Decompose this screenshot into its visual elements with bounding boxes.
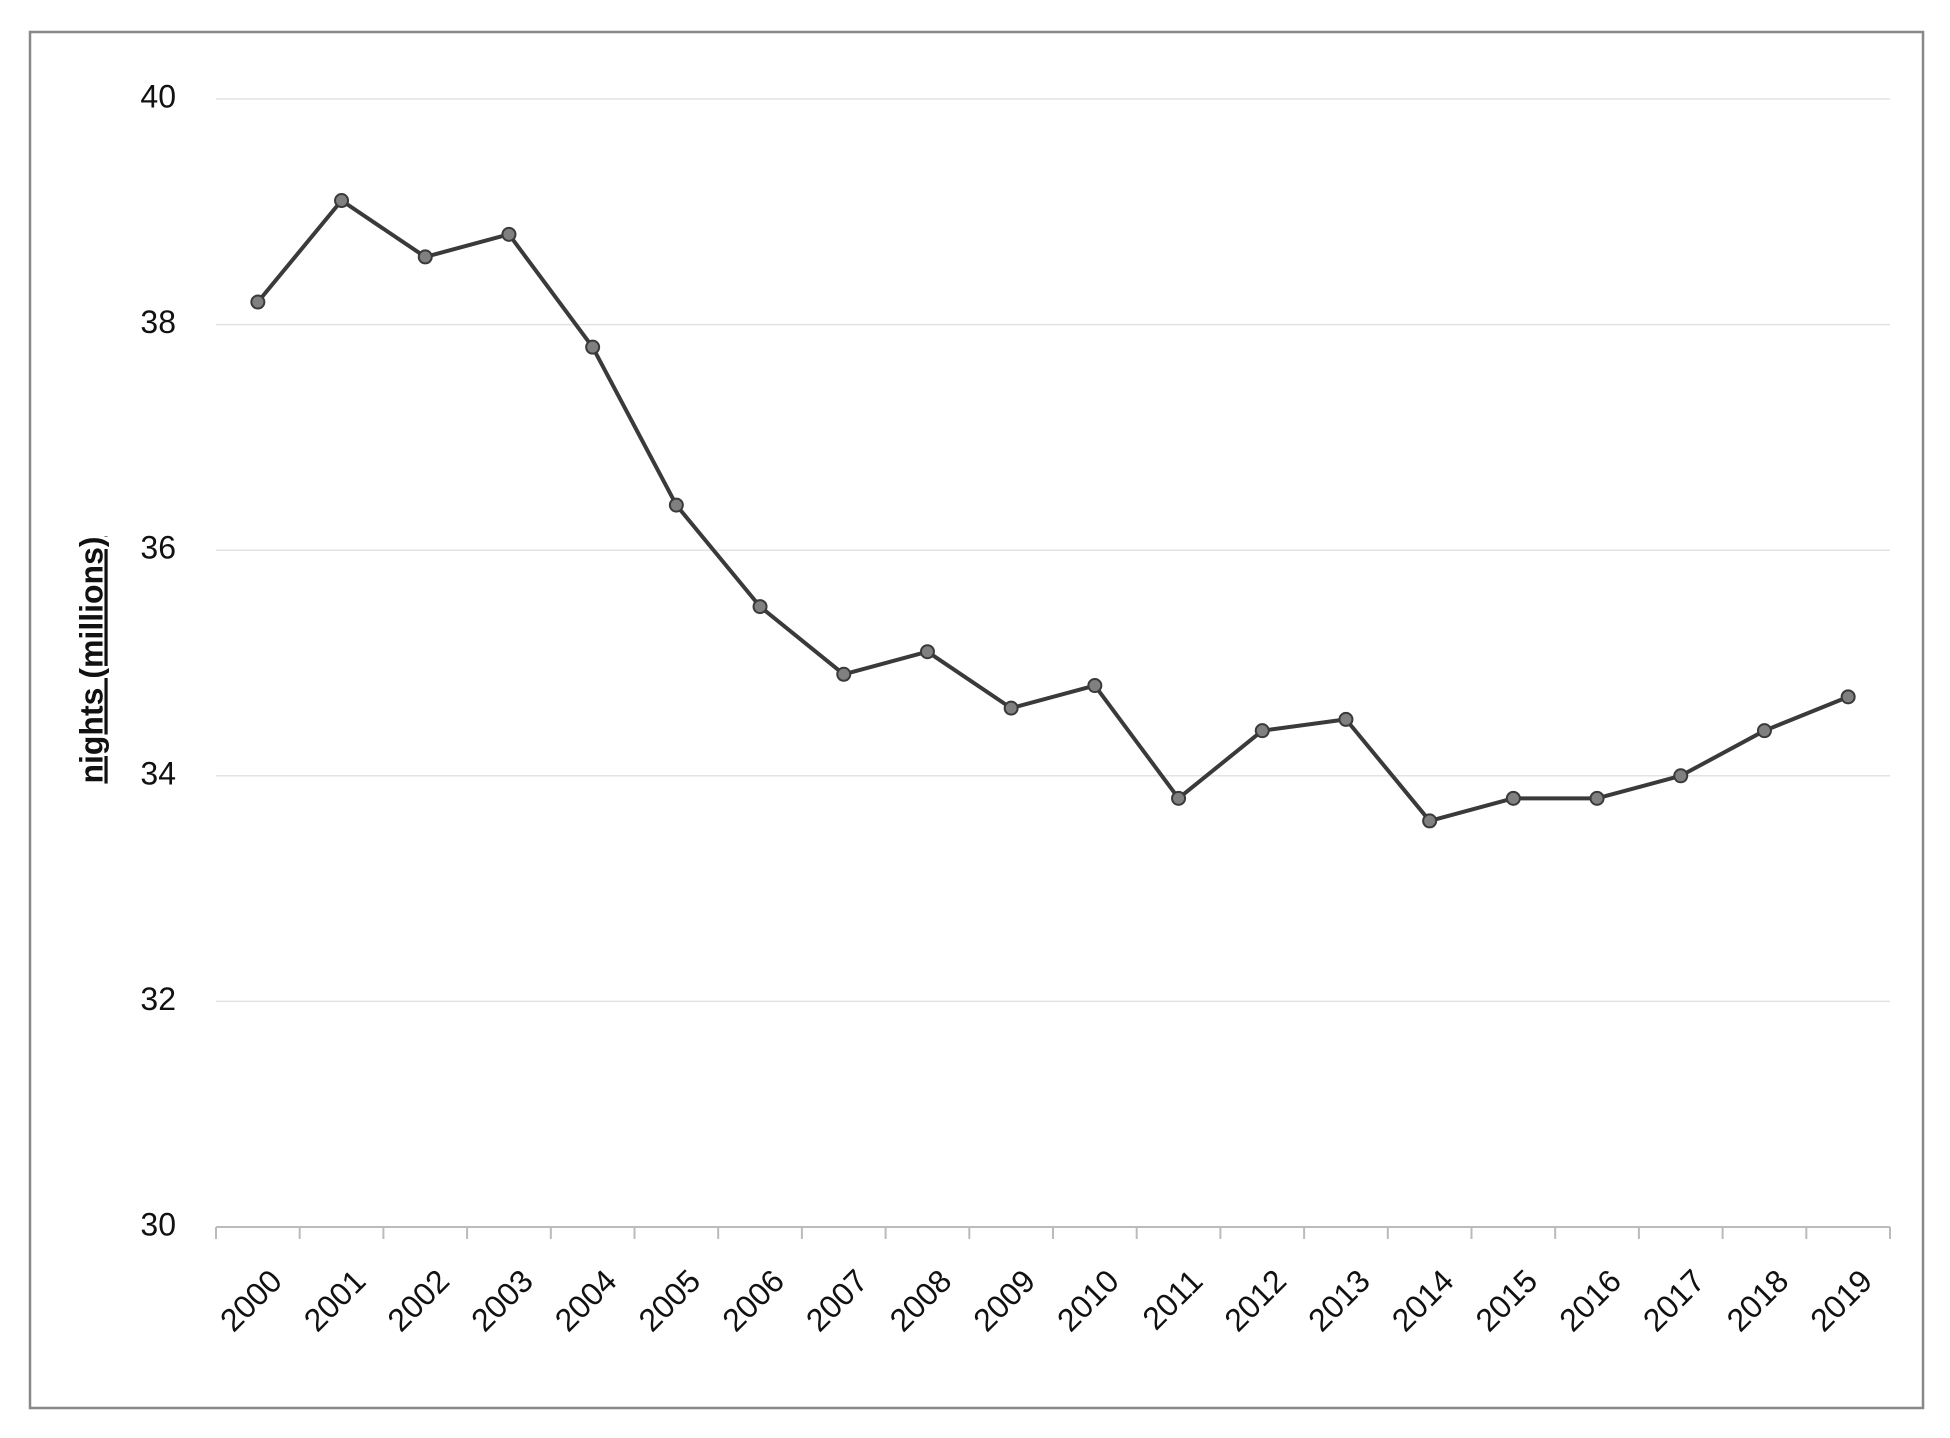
point [1756, 723, 1772, 739]
point [1589, 790, 1605, 806]
point [1087, 678, 1103, 694]
point [1254, 723, 1270, 739]
chart-frame [28, 30, 1925, 1410]
y-tick-label: 40 [140, 78, 176, 114]
point [1505, 790, 1521, 806]
point [668, 497, 684, 513]
point [1422, 813, 1438, 829]
y-tick-label: 34 [140, 755, 176, 791]
y-tick-label: 30 [140, 1206, 176, 1242]
point [1840, 689, 1856, 705]
line [256, 198, 1849, 823]
point [417, 249, 433, 265]
y-tick-label: 36 [140, 530, 176, 566]
point [334, 193, 350, 209]
y-axis-title: nights (millions) [73, 536, 109, 783]
point [1171, 790, 1187, 806]
point [919, 644, 935, 660]
point [1003, 700, 1019, 716]
point [1338, 711, 1354, 727]
y-tick-label: 38 [140, 304, 176, 340]
point [1673, 768, 1689, 784]
point [501, 226, 517, 242]
point [752, 599, 768, 615]
point [836, 666, 852, 682]
point [250, 294, 266, 310]
y-tick-label: 32 [140, 981, 176, 1017]
point [585, 339, 601, 355]
